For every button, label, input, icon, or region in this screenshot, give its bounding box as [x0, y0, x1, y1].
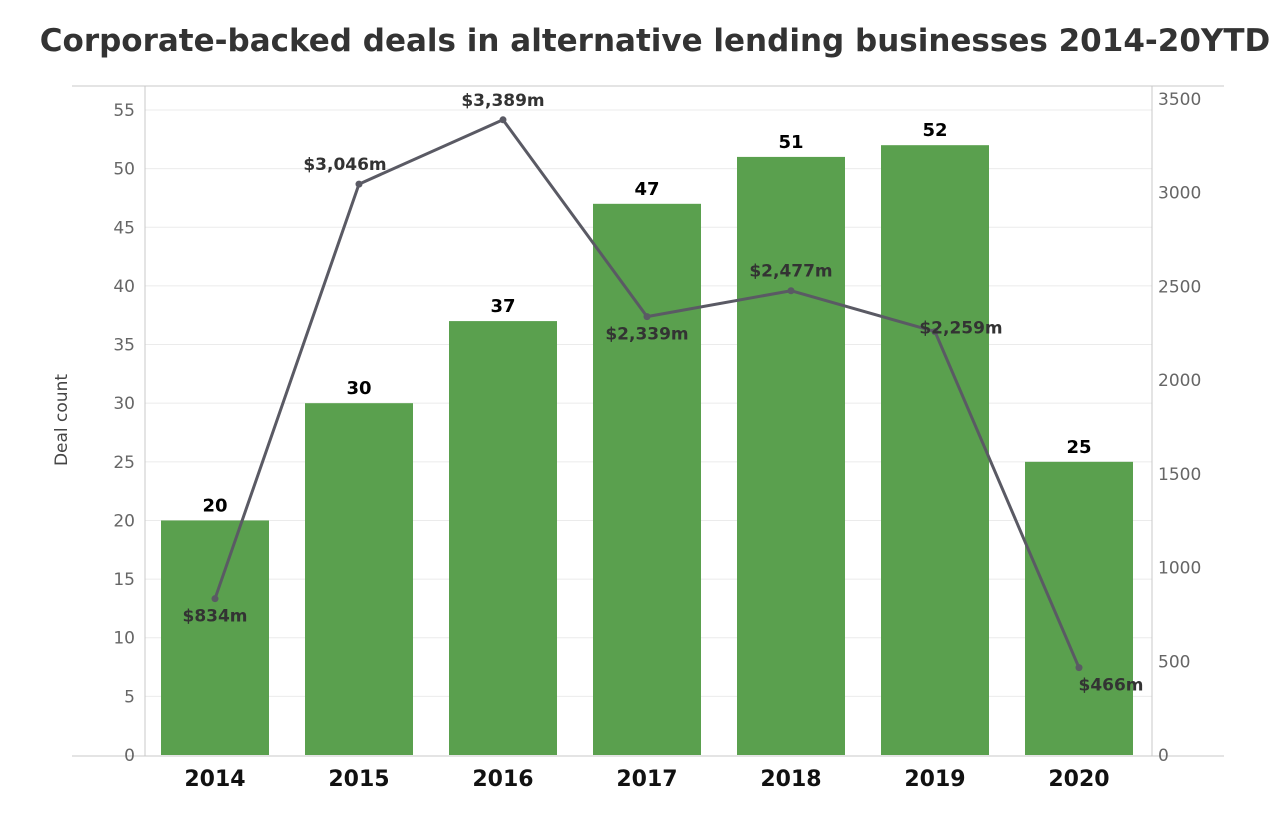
line-point-2015: [355, 180, 363, 188]
x-tick-label: 2017: [616, 767, 677, 792]
y-tick-right: 2000: [1158, 371, 1201, 391]
line-value-label: $2,477m: [749, 262, 832, 282]
bar-2018: [737, 156, 845, 756]
bar-2019: [881, 145, 989, 755]
line-value-label: $2,259m: [919, 319, 1002, 339]
y-tick-right: 3000: [1158, 184, 1201, 204]
line-point-2016: [499, 116, 507, 124]
line-value-label: $466m: [1078, 676, 1143, 696]
line-value-label: $3,389m: [461, 91, 544, 111]
y-tick-left: 15: [113, 570, 135, 590]
y-tick-left: 40: [113, 277, 135, 297]
y-tick-left: 0: [124, 746, 135, 766]
axes: 0 5 10 15 20 25 30 35 40 45 50 55 0 500 1000 1500 2000 25…: [72, 85, 1224, 792]
y-tick-right: 500: [1158, 652, 1190, 672]
y-tick-left: 25: [113, 453, 135, 473]
chart-title: Corporate-backed deals in alternative le…: [40, 23, 1270, 59]
line-point-2018: [787, 287, 795, 295]
line-point-2019: [931, 328, 939, 336]
bar-value-label: 30: [346, 378, 371, 399]
bar-value-label: 20: [202, 495, 227, 516]
y-tick-right: 3500: [1158, 90, 1201, 110]
bar-2015: [305, 403, 413, 755]
line-value-label: $834m: [182, 607, 247, 627]
bar-2020: [1025, 461, 1133, 755]
y-tick-right: 1500: [1158, 465, 1201, 485]
x-tick-label: 2015: [328, 767, 389, 792]
bar-value-label: 51: [778, 132, 803, 153]
x-tick-label: 2019: [904, 767, 965, 792]
y-tick-left: 50: [113, 160, 135, 180]
y-tick-right: 2500: [1158, 277, 1201, 297]
y-axis-left-label: Deal count: [52, 374, 72, 466]
x-tick-label: 2014: [184, 767, 245, 792]
line-point-2020: [1075, 664, 1083, 672]
line-value-label: $2,339m: [605, 325, 688, 345]
bar-2016: [449, 321, 557, 755]
line-point-2014: [211, 595, 219, 603]
bar-value-label: 52: [922, 120, 947, 141]
x-tick-label: 2018: [760, 767, 821, 792]
value-line: [211, 116, 1083, 672]
bars: [161, 145, 1133, 756]
y-tick-right: 1000: [1158, 559, 1201, 579]
bar-value-label: 47: [634, 179, 659, 200]
bar-2017: [593, 203, 701, 755]
bar-value-label: 37: [490, 296, 515, 317]
x-tick-label: 2016: [472, 767, 533, 792]
line-point-2017: [643, 313, 651, 321]
line-value-label: $3,046m: [303, 155, 386, 175]
bar-2014: [161, 520, 269, 755]
x-tick-label: 2020: [1048, 767, 1109, 792]
y-tick-left: 5: [124, 687, 135, 707]
y-tick-left: 10: [113, 629, 135, 649]
y-tick-left: 55: [113, 101, 135, 121]
y-tick-left: 35: [113, 336, 135, 356]
y-tick-right: 0: [1158, 746, 1169, 766]
y-tick-left: 20: [113, 511, 135, 531]
data-labels: 20 30 37 47 51 52 25 $834m $3,046m $3,389m $2,339m…: [182, 91, 1143, 696]
y-tick-left: 30: [113, 394, 135, 414]
bar-value-label: 25: [1066, 437, 1091, 458]
y-tick-left: 45: [113, 218, 135, 238]
